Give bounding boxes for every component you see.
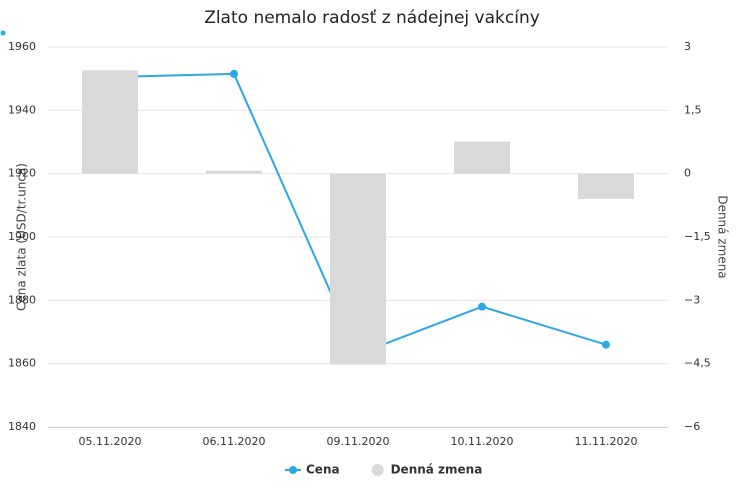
x-tick-label: 10.11.2020 [451, 435, 514, 448]
x-tick-label: 05.11.2020 [79, 435, 142, 448]
y-tick-label: 1860 [8, 357, 36, 370]
y2-tick-label: −3 [684, 293, 700, 306]
y-tick-label: 1900 [8, 230, 36, 243]
y2-tick-label: −6 [684, 420, 700, 433]
x-tick-label: 06.11.2020 [203, 435, 266, 448]
y-tick-label: 1940 [8, 103, 36, 116]
y2-axis-title: Denná zmena [716, 195, 730, 278]
change-bar [82, 70, 138, 174]
legend-label: Denná zmena [391, 463, 483, 477]
x-tick-label: 09.11.2020 [327, 435, 390, 448]
chart-title: Zlato nemalo radosť z nádejnej vakcíny [204, 8, 540, 28]
y2-tick-label: 1,5 [684, 103, 702, 116]
change-bar [578, 173, 634, 199]
change-bar [454, 141, 510, 174]
y-tick-label: 1840 [8, 420, 36, 433]
y-axis-title: Cena zlata (USD/tr.unca) [15, 163, 29, 311]
y-tick-label: 1960 [8, 40, 36, 53]
legend-label: Cena [306, 463, 340, 477]
legend-symbol [289, 466, 297, 474]
decor-dot [0, 30, 6, 36]
change-bar [206, 170, 262, 174]
price-point [230, 69, 238, 78]
y2-tick-label: −4,5 [684, 357, 711, 370]
y-tick-label: 1920 [8, 167, 36, 180]
price-point [478, 302, 486, 311]
legend-symbol [371, 464, 384, 476]
y2-tick-label: 3 [684, 40, 691, 53]
price-point [602, 340, 610, 349]
y-tick-label: 1880 [8, 293, 36, 306]
legend: Cena Denná zmena [285, 463, 482, 477]
x-tick-label: 11.11.2020 [575, 435, 638, 448]
y2-tick-label: 0 [684, 167, 691, 180]
y2-tick-label: −1,5 [684, 230, 711, 243]
change-bar [330, 173, 386, 365]
